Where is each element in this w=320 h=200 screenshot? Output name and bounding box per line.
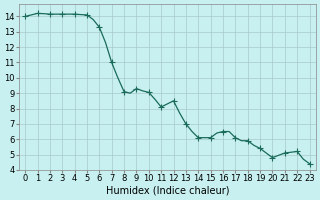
X-axis label: Humidex (Indice chaleur): Humidex (Indice chaleur): [106, 186, 229, 196]
